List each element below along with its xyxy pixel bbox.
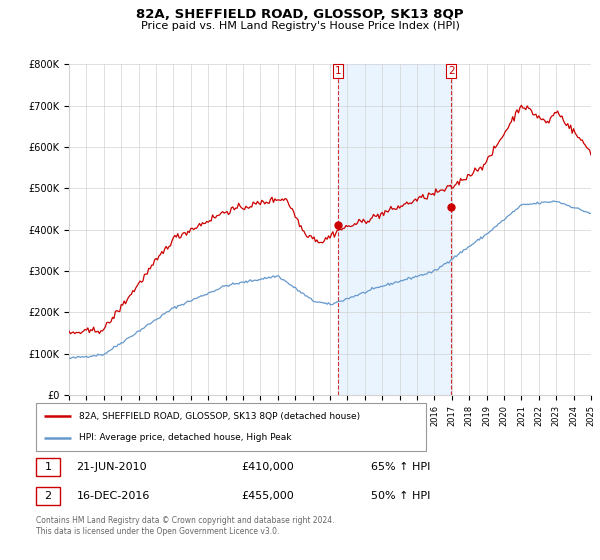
Text: 1: 1 [335, 66, 341, 76]
Text: Price paid vs. HM Land Registry's House Price Index (HPI): Price paid vs. HM Land Registry's House … [140, 21, 460, 31]
Text: £455,000: £455,000 [241, 491, 294, 501]
Text: 82A, SHEFFIELD ROAD, GLOSSOP, SK13 8QP: 82A, SHEFFIELD ROAD, GLOSSOP, SK13 8QP [136, 8, 464, 21]
Text: 21-JUN-2010: 21-JUN-2010 [77, 462, 147, 472]
Text: 1: 1 [44, 462, 52, 472]
Text: 16-DEC-2016: 16-DEC-2016 [77, 491, 150, 501]
Text: 50% ↑ HPI: 50% ↑ HPI [371, 491, 430, 501]
FancyBboxPatch shape [36, 403, 426, 451]
Text: 82A, SHEFFIELD ROAD, GLOSSOP, SK13 8QP (detached house): 82A, SHEFFIELD ROAD, GLOSSOP, SK13 8QP (… [79, 412, 360, 421]
Text: 65% ↑ HPI: 65% ↑ HPI [371, 462, 430, 472]
Text: 2: 2 [448, 66, 454, 76]
Text: HPI: Average price, detached house, High Peak: HPI: Average price, detached house, High… [79, 433, 292, 442]
FancyBboxPatch shape [36, 487, 60, 505]
FancyBboxPatch shape [36, 458, 60, 476]
Text: Contains HM Land Registry data © Crown copyright and database right 2024.
This d: Contains HM Land Registry data © Crown c… [36, 516, 335, 536]
Bar [338, 64, 451, 395]
Text: 2: 2 [44, 491, 52, 501]
Text: £410,000: £410,000 [241, 462, 294, 472]
